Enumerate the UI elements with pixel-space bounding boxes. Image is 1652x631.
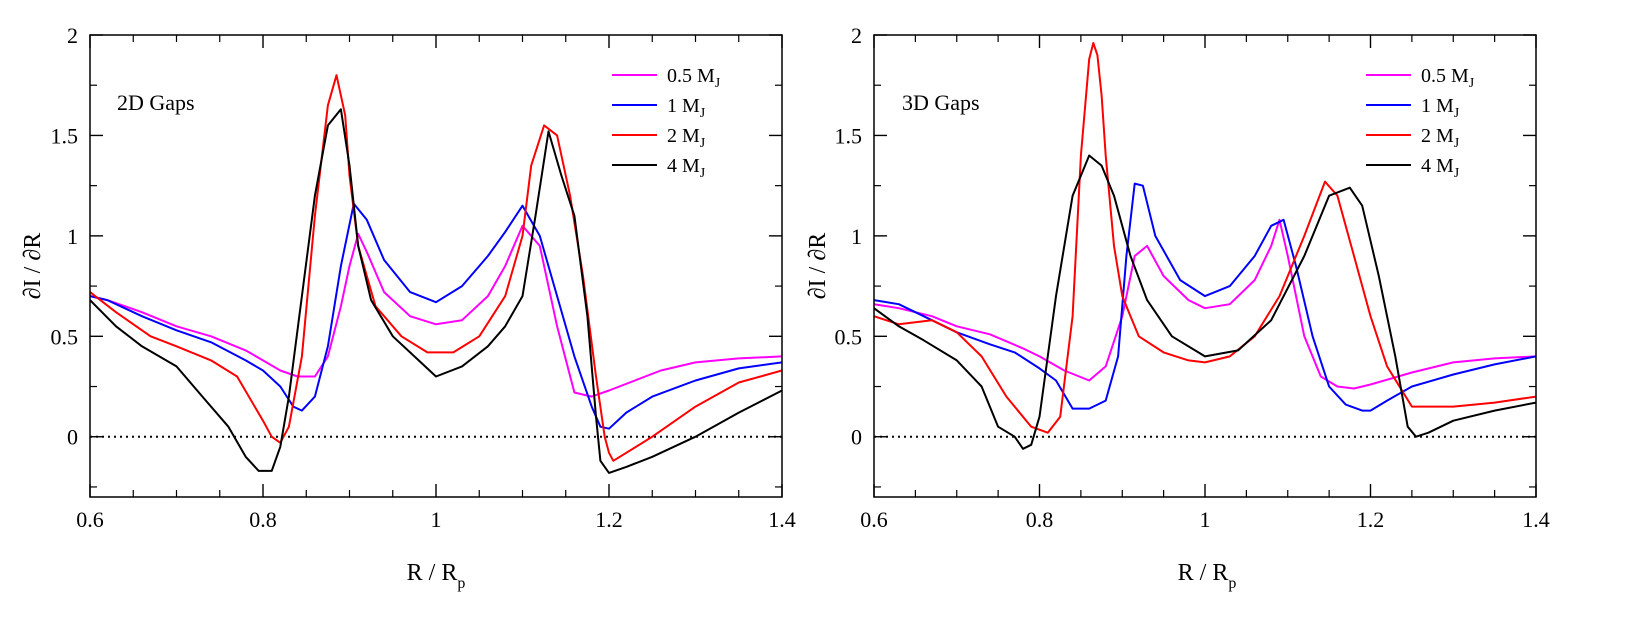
x-tick-label: 0.8 (249, 507, 277, 532)
legend-entry: 0.5 MJ (1421, 65, 1475, 91)
chart-panel-3d: 0.6 0.8 1 1.2 1.4 0 0.5 1 1.5 2 3D Gaps R / Rp ∂… (805, 23, 1550, 592)
legend-entry: 4 MJ (1421, 155, 1460, 181)
legend-entry: 2 MJ (667, 125, 706, 151)
y-tick-label: 0.5 (835, 324, 863, 349)
annotation: 3D Gaps (902, 90, 980, 115)
x-tick-label: 0.6 (860, 507, 888, 532)
legend-entry: 2 MJ (1421, 125, 1460, 151)
y-tick-label: 0.5 (51, 324, 79, 349)
x-tick-label: 1.4 (1522, 507, 1550, 532)
x-tick-label: 0.6 (76, 507, 104, 532)
y-tick-label: 1.5 (51, 123, 79, 148)
y-axis-label: ∂I / ∂R (20, 233, 46, 299)
legend: 0.5 MJ 1 MJ 2 MJ 4 MJ (612, 65, 721, 181)
y-tick-label: 2 (67, 23, 78, 48)
legend-entry: 4 MJ (667, 155, 706, 181)
x-tick-label: 1.4 (768, 507, 796, 532)
legend-entry: 0.5 MJ (667, 65, 721, 91)
y-tick-label: 2 (851, 23, 862, 48)
series-line-0-5-mj (874, 218, 1536, 390)
series-line-0-5-mj (90, 224, 782, 398)
x-tick-label: 0.8 (1026, 507, 1054, 532)
legend: 0.5 MJ 1 MJ 2 MJ 4 MJ (1366, 65, 1475, 181)
y-tick-label: 0 (851, 425, 862, 450)
y-axis-label: ∂I / ∂R (805, 233, 831, 299)
x-axis-label: R / Rp (1178, 560, 1237, 592)
series-layer (874, 42, 1536, 450)
x-axis-label: R / Rp (407, 560, 466, 592)
y-tick-label: 1 (851, 224, 862, 249)
x-tick-label: 1.2 (595, 507, 623, 532)
series-line-2-mj (874, 42, 1536, 434)
x-tick-label: 1 (431, 507, 442, 532)
y-tick-label: 0 (67, 425, 78, 450)
y-tick-label: 1.5 (835, 123, 863, 148)
series-line-4-mj (90, 108, 782, 474)
series-line-1-mj (874, 182, 1536, 412)
x-tick-label: 1 (1200, 507, 1211, 532)
y-ticks: 0 0.5 1 1.5 2 (51, 23, 782, 488)
y-ticks: 0 0.5 1 1.5 2 (835, 23, 1536, 488)
x-ticks: 0.6 0.8 1 1.2 1.4 (76, 35, 796, 532)
y-tick-label: 1 (67, 224, 78, 249)
x-tick-label: 1.2 (1357, 507, 1385, 532)
series-layer (90, 74, 782, 474)
series-line-2-mj (90, 74, 782, 462)
legend-entry: 1 MJ (667, 95, 706, 121)
annotation: 2D Gaps (117, 90, 195, 115)
legend-entry: 1 MJ (1421, 95, 1460, 121)
x-ticks: 0.6 0.8 1 1.2 1.4 (860, 35, 1550, 532)
series-line-1-mj (90, 202, 782, 430)
series-line-4-mj (874, 154, 1536, 450)
chart-panel-2d: 0.6 0.8 1 1.2 1.4 0 0.5 1 1.5 2 2D Gaps R / Rp ∂… (20, 23, 796, 592)
